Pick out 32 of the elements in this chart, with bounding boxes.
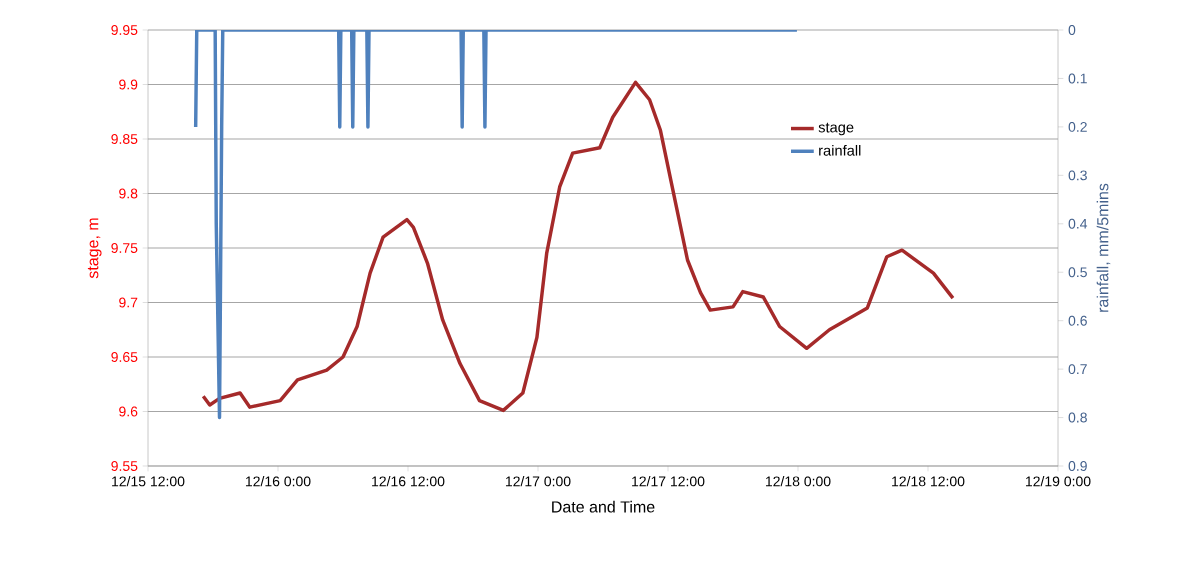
y-tick-label: 9.8 bbox=[119, 188, 138, 199]
y2-tick-label: 0.9 bbox=[1068, 461, 1087, 471]
x-tick-label: 12/16 12:00 bbox=[372, 476, 445, 487]
y-tick-label: 9.7 bbox=[119, 297, 138, 308]
x-tick-label: 12/18 12:00 bbox=[892, 476, 965, 487]
y2-tick-label: 0.7 bbox=[1068, 364, 1087, 375]
y-tick-label: 9.9 bbox=[119, 79, 138, 90]
y-tick-label: 9.55 bbox=[111, 461, 138, 471]
y2-tick-label: 0.3 bbox=[1068, 170, 1087, 181]
x-axis-title: Date and Time bbox=[552, 500, 655, 513]
legend-label: stage bbox=[818, 122, 854, 136]
y-axis-title: stage, m bbox=[87, 218, 102, 279]
y-tick-label: 9.6 bbox=[119, 406, 138, 417]
y2-tick-label: 0.1 bbox=[1068, 73, 1087, 84]
y-tick-label: 9.65 bbox=[111, 352, 138, 362]
x-tick-label: 12/16 0:00 bbox=[245, 476, 311, 487]
y-tick-label: 9.75 bbox=[111, 243, 138, 253]
y-tick-label: 9.85 bbox=[111, 134, 138, 144]
legend-label: rainfall bbox=[819, 144, 861, 156]
x-tick-label: 12/17 0:00 bbox=[505, 476, 571, 487]
y-tick-label: 9.95 bbox=[111, 25, 138, 35]
y2-tick-label: 0.6 bbox=[1068, 315, 1087, 326]
x-tick-label: 12/18 0:00 bbox=[765, 476, 831, 487]
x-tick-label: 12/19 0:00 bbox=[1025, 476, 1091, 487]
y2-tick-label: 0.2 bbox=[1068, 121, 1087, 132]
y2-tick-label: 0.5 bbox=[1068, 267, 1087, 278]
y2-tick-label: 0.8 bbox=[1068, 412, 1087, 423]
x-tick-label: 12/15 12:00 bbox=[112, 476, 185, 487]
y2-axis-title: rainfall, mm/5mins bbox=[1096, 183, 1111, 312]
y2-tick-label: 0 bbox=[1068, 25, 1076, 35]
x-tick-label: 12/17 12:00 bbox=[632, 476, 705, 487]
y2-tick-label: 0.4 bbox=[1068, 218, 1088, 229]
